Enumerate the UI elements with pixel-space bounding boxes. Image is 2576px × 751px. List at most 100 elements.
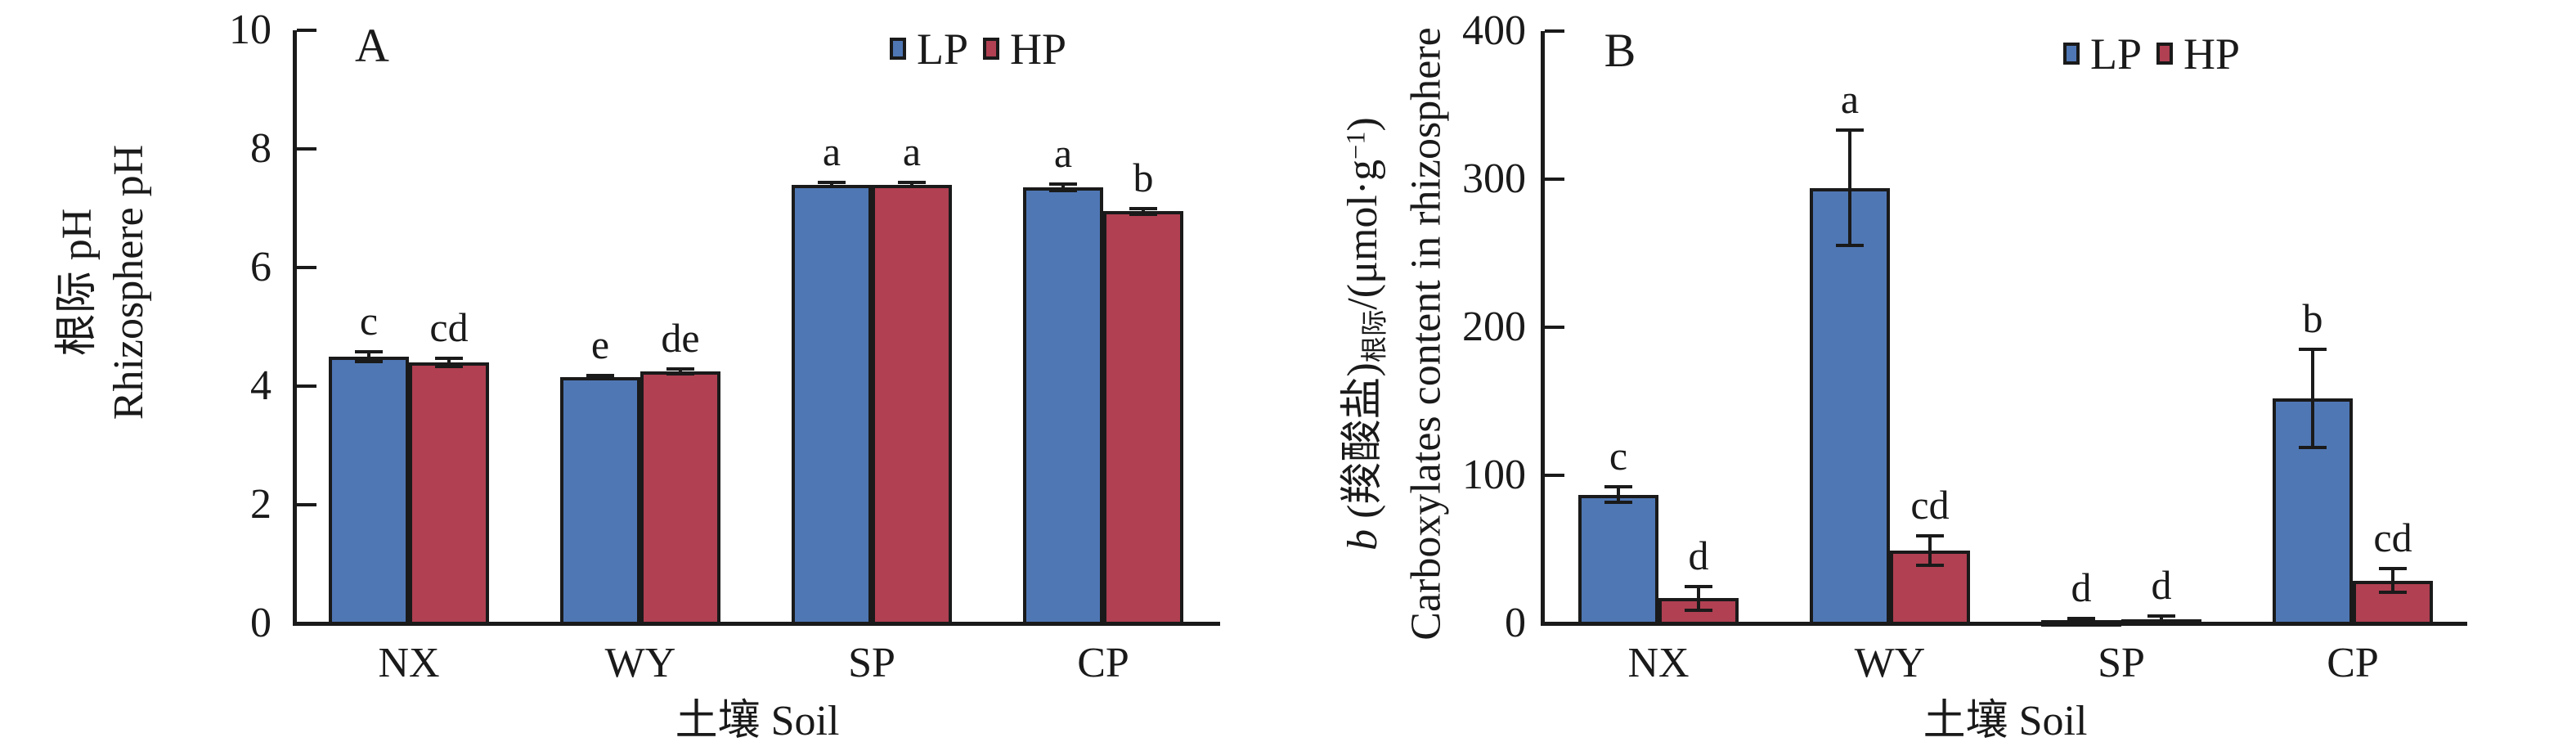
y-tick-mark [297, 266, 316, 269]
error-bar-cap-top [2299, 348, 2327, 351]
x-category-label: WY [1854, 640, 1926, 686]
x-category-label: NX [1627, 640, 1690, 686]
error-bar-cap-top [355, 350, 383, 353]
error-bar-line [679, 369, 682, 374]
error-bar-line [447, 358, 451, 367]
sig-letter: c [1609, 433, 1628, 479]
error-bar-cap-top [1836, 128, 1864, 132]
error-bar-line [2391, 569, 2394, 592]
error-bar-cap-top [1916, 534, 1944, 537]
x-category-label: CP [1077, 640, 1129, 686]
error-bar-line [1928, 536, 1932, 565]
y-tick-label: 300 [1462, 155, 1526, 202]
bar-lp-nx [329, 357, 409, 625]
y-tick-mark [1545, 29, 1564, 33]
error-bar-cap-top [2067, 617, 2095, 620]
bar-lp-wy [1810, 188, 1890, 625]
y-axis-title-line: Carboxylates content in rhizosphere [1402, 27, 1450, 641]
error-bar-line [2080, 618, 2083, 623]
sig-letter: a [902, 128, 922, 174]
y-tick-label: 2 [250, 481, 272, 528]
bar-hp-wy [640, 371, 720, 625]
sig-letter: de [661, 315, 700, 361]
x-axis-title: 土壤 Soil [675, 698, 840, 744]
legend-marker-hp [2156, 43, 2173, 65]
sig-letter: cd [2373, 515, 2412, 560]
error-bar-cap-top [1685, 585, 1712, 588]
y-tick-label: 0 [1505, 600, 1526, 646]
y-tick-label: 400 [1462, 7, 1526, 54]
sig-letter: b [2302, 295, 2323, 341]
sig-letter: cd [429, 304, 469, 350]
error-bar-cap-top [1049, 182, 1077, 186]
bar-hp-nx [409, 362, 489, 625]
legend-marker-hp [983, 38, 999, 60]
y-tick-label: 10 [229, 7, 272, 53]
panel-letter: B [1604, 24, 1636, 77]
error-bar-cap-bottom [898, 185, 926, 188]
sig-letter: e [590, 322, 610, 367]
sig-letter: cd [1910, 482, 1950, 528]
y-tick-label: 200 [1462, 304, 1526, 350]
x-axis-line [293, 622, 1220, 626]
y-tick-mark [1545, 178, 1564, 181]
sig-letter: a [822, 128, 841, 174]
y-tick-mark [297, 147, 316, 151]
error-bar-cap-bottom [1836, 244, 1864, 247]
error-bar-cap-bottom [2299, 446, 2327, 449]
error-bar-cap-top [818, 181, 846, 184]
error-bar-cap-top [666, 367, 694, 371]
sig-letter: a [1053, 130, 1073, 176]
x-axis-title: 土壤 Soil [1923, 698, 2088, 744]
error-bar-cap-bottom [1049, 189, 1077, 192]
bar-lp-cp [1023, 187, 1103, 625]
error-bar-line [1848, 130, 1851, 245]
error-bar-cap-bottom [666, 372, 694, 376]
error-bar-cap-top [898, 181, 926, 184]
error-bar-line [2160, 616, 2163, 622]
bar-lp-nx [1578, 495, 1658, 625]
error-bar-line [1697, 587, 1700, 610]
y-axis-title: b (羧酸盐)根际/(μmol·g−1) Carboxylates content… [1331, 27, 1452, 640]
y-tick-mark [1545, 474, 1564, 477]
y-tick-mark [297, 384, 316, 388]
sig-letter: c [359, 298, 379, 344]
y-axis-line [293, 30, 297, 626]
x-axis-line [1541, 622, 2467, 626]
y-axis-title-formula: b (羧酸盐)根际/(μmol·g−1) [1340, 117, 1389, 551]
error-bar-cap-bottom [1604, 501, 1632, 504]
legend-marker-lp [890, 38, 906, 60]
y-tick-label: 100 [1462, 452, 1526, 498]
x-category-label: NX [378, 640, 440, 686]
bar-hp-sp [872, 185, 952, 626]
legend-label-lp: LP [2090, 29, 2143, 79]
error-bar-cap-top [2147, 614, 2175, 618]
sig-letter: b [1133, 155, 1154, 200]
error-bar-cap-top [435, 357, 463, 360]
y-axis-line [1541, 31, 1545, 626]
y-tick-label: 0 [250, 600, 272, 646]
sig-letter: d [2151, 562, 2172, 608]
panel-letter: A [355, 19, 389, 72]
legend-label-lp: LP [917, 25, 969, 74]
error-bar-line [1061, 184, 1065, 191]
x-category-label: WY [604, 640, 676, 686]
error-bar-line [1617, 487, 1620, 501]
error-bar-line [367, 352, 370, 362]
y-tick-mark [297, 29, 316, 32]
error-bar-cap-bottom [435, 365, 463, 368]
bar-hp-cp [1103, 211, 1183, 625]
error-bar-cap-bottom [1129, 213, 1157, 216]
error-bar-line [2311, 349, 2314, 447]
error-bar-line [910, 182, 913, 186]
legend-label-hp: HP [2183, 29, 2241, 79]
x-category-label: SP [848, 640, 895, 686]
x-category-label: SP [2098, 640, 2145, 686]
y-tick-mark [1545, 326, 1564, 329]
error-bar-cap-top [1129, 207, 1157, 210]
legend-marker-lp [2063, 43, 2080, 65]
error-bar-cap-bottom [1916, 564, 1944, 567]
